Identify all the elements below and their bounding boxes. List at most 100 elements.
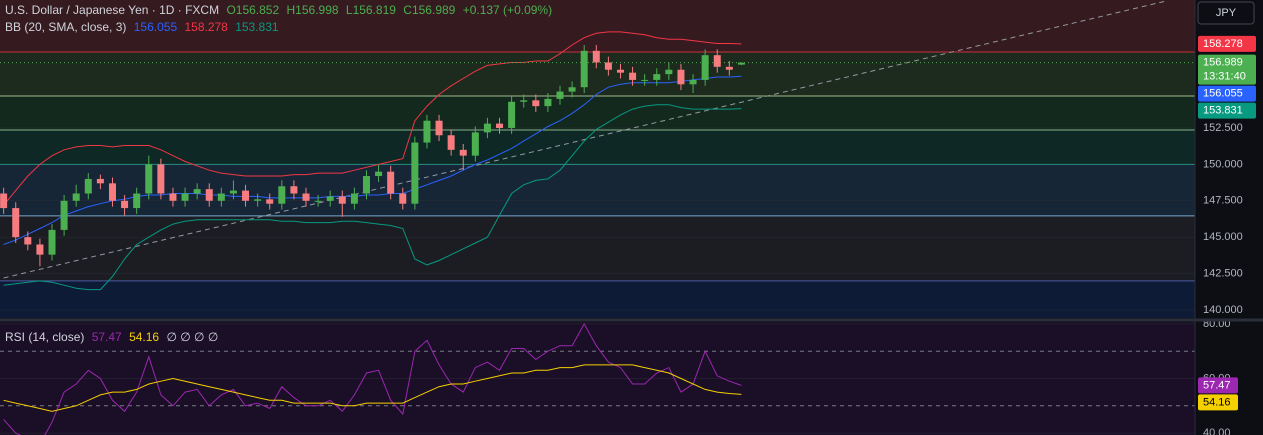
candle-body bbox=[302, 193, 310, 201]
y-tick-label: 142.500 bbox=[1203, 267, 1243, 279]
countdown: 13:31:40 bbox=[1203, 71, 1246, 83]
price-tag-label: 158.278 bbox=[1203, 38, 1243, 50]
trend-line bbox=[3, 0, 1165, 279]
candle-body bbox=[496, 123, 504, 128]
candle-body bbox=[60, 200, 68, 230]
bb-lower: 153.831 bbox=[235, 20, 279, 34]
currency-label: JPY bbox=[1216, 7, 1237, 19]
candle-body bbox=[96, 178, 104, 184]
rsi-value: 57.47 bbox=[91, 330, 122, 344]
rsi-line bbox=[3, 364, 742, 412]
candle-body bbox=[338, 196, 346, 204]
zone bbox=[0, 164, 1195, 216]
price-tag bbox=[1198, 85, 1256, 102]
rsi-tag bbox=[1198, 377, 1238, 394]
symbol-legend: U.S. Dollar / Japanese Yen · 1D · FXCM O… bbox=[5, 3, 556, 17]
candle-body bbox=[242, 190, 250, 201]
zone bbox=[0, 130, 1195, 165]
candle-body bbox=[459, 149, 467, 156]
candle-body bbox=[447, 135, 455, 150]
price-tag bbox=[1198, 54, 1256, 85]
candle-body bbox=[145, 164, 153, 194]
candle-body bbox=[568, 87, 576, 92]
candle-body bbox=[278, 186, 286, 204]
candle-body bbox=[701, 55, 709, 80]
rsi-line bbox=[3, 322, 742, 435]
candle-body bbox=[641, 79, 649, 81]
candle-body bbox=[181, 193, 189, 201]
candle-body bbox=[84, 178, 92, 194]
candle-body bbox=[677, 69, 685, 85]
bb-title: BB (20, SMA, close, 3) bbox=[5, 20, 127, 34]
bb-upper: 158.278 bbox=[184, 20, 228, 34]
candle-body bbox=[411, 142, 419, 204]
candle-body bbox=[483, 123, 491, 133]
candle-body bbox=[725, 66, 733, 70]
candle-body bbox=[36, 244, 44, 255]
candle-body bbox=[689, 79, 697, 85]
candle-body bbox=[205, 189, 213, 201]
candle-body bbox=[580, 50, 588, 88]
ohlc-low: L156.819 bbox=[345, 3, 396, 17]
candle-body bbox=[375, 171, 383, 177]
y-tick-label: 150.000 bbox=[1203, 158, 1243, 170]
candle-body bbox=[604, 62, 612, 70]
candle-body bbox=[108, 183, 116, 201]
candle-body bbox=[508, 101, 516, 128]
zone bbox=[0, 95, 1195, 131]
candle-body bbox=[121, 200, 129, 209]
candle-body bbox=[737, 62, 745, 65]
y-tick-label: 140.000 bbox=[1203, 304, 1243, 316]
rsi-legend: RSI (14, close) 57.47 54.16 ∅ ∅ ∅ ∅ bbox=[5, 330, 222, 344]
candle-body bbox=[435, 120, 443, 136]
candle-body bbox=[326, 196, 334, 201]
rsi-tag-label: 54.16 bbox=[1203, 396, 1231, 408]
candle-body bbox=[72, 193, 80, 201]
zone bbox=[0, 280, 1195, 318]
candle-body bbox=[544, 98, 552, 107]
candle-body bbox=[193, 189, 201, 194]
candle-body bbox=[556, 91, 564, 99]
candle-body bbox=[616, 69, 624, 73]
candle-body bbox=[12, 208, 20, 238]
zone bbox=[0, 0, 1195, 52]
candle-body bbox=[387, 171, 395, 194]
price-tag-label: 156.055 bbox=[1203, 88, 1243, 100]
bb-middle: 156.055 bbox=[133, 20, 178, 34]
candle-body bbox=[133, 193, 141, 209]
candle-body bbox=[350, 193, 358, 204]
candle-body bbox=[423, 120, 431, 143]
candle-body bbox=[157, 164, 165, 194]
candle-body bbox=[229, 190, 237, 194]
candle-body bbox=[24, 237, 32, 245]
candle-body bbox=[399, 193, 407, 204]
change: +0.137 (+0.09%) bbox=[462, 3, 553, 17]
candle-body bbox=[362, 176, 370, 194]
y-tick-label: 40.00 bbox=[1203, 427, 1231, 435]
price-tag bbox=[1198, 35, 1256, 52]
candle-body bbox=[653, 74, 661, 80]
candle-body bbox=[629, 72, 637, 80]
ohlc-high: H156.998 bbox=[286, 3, 339, 17]
candle-body bbox=[520, 100, 528, 102]
y-tick-label: 152.500 bbox=[1203, 122, 1243, 134]
y-tick-label: 145.000 bbox=[1203, 231, 1243, 243]
rsi-title: RSI (14, close) bbox=[5, 330, 85, 344]
candle-body bbox=[713, 55, 721, 67]
candle-body bbox=[217, 193, 225, 201]
candle-body bbox=[665, 69, 673, 75]
candle-body bbox=[314, 200, 322, 202]
candle-body bbox=[266, 199, 274, 204]
currency-button bbox=[1197, 1, 1255, 25]
y-tick-label: 147.500 bbox=[1203, 195, 1243, 207]
rsi-tag bbox=[1198, 394, 1238, 411]
bb-line bbox=[3, 75, 742, 245]
candle-body bbox=[254, 199, 262, 201]
symbol-title: U.S. Dollar / Japanese Yen · 1D · FXCM bbox=[5, 3, 220, 17]
ohlc-open: O156.852 bbox=[226, 3, 280, 17]
bb-line bbox=[3, 104, 742, 291]
rsi-extra: ∅ ∅ ∅ ∅ bbox=[166, 330, 219, 344]
ohlc-close: C156.989 bbox=[403, 3, 456, 17]
